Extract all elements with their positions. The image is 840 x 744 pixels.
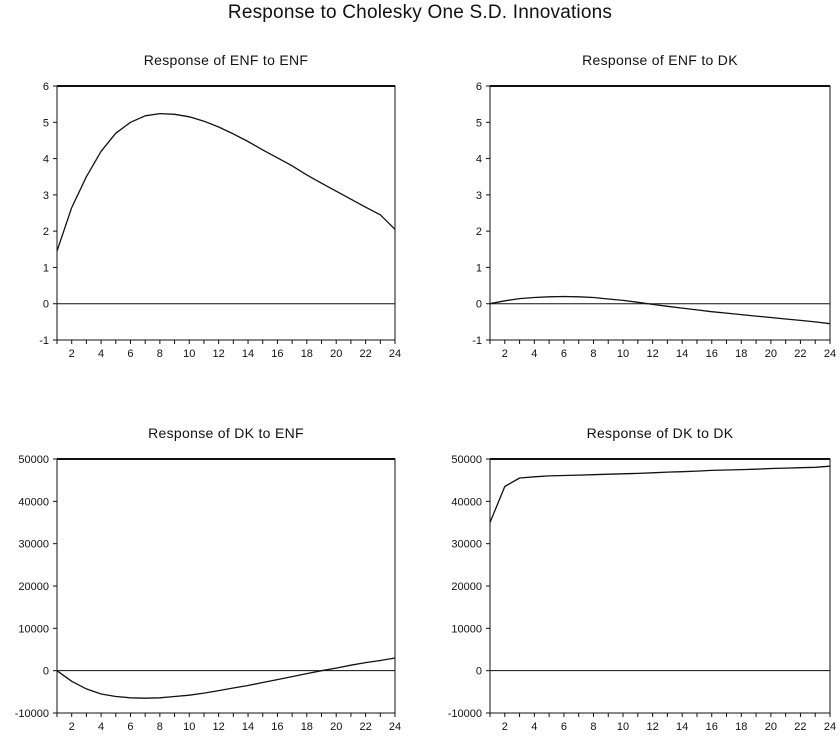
x-tick-label-enf-dk-7: 16 [706,348,718,360]
y-tick-label-enf-enf-6: 5 [43,117,49,129]
x-tick-label-enf-enf-0: 2 [69,348,75,360]
y-tick-label-enf-dk-1: 0 [476,299,482,311]
x-tick-label-enf-dk-0: 2 [502,348,508,360]
x-tick-label-enf-dk-8: 18 [735,348,747,360]
x-tick-label-dk-dk-3: 8 [590,721,596,733]
plot-frame-dk-enf [56,458,396,714]
y-tick-label-enf-dk-2: 1 [476,262,482,274]
x-tick-label-dk-enf-4: 10 [183,721,195,733]
x-tick-label-enf-dk-2: 6 [561,348,567,360]
page-title: Response to Cholesky One S.D. Innovation… [227,2,613,23]
x-tick-label-dk-dk-6: 14 [676,721,688,733]
panel-title-dk-to-dk: Response of DK to DK [586,425,734,441]
series-line-enf-dk-0 [489,295,831,325]
y-tick-label-dk-enf-2: 10000 [18,623,49,635]
x-tick-label-dk-dk-10: 22 [794,721,806,733]
x-tick-label-enf-enf-7: 16 [271,348,283,360]
x-tick-label-dk-dk-1: 4 [531,721,537,733]
series-line-dk-dk-0 [489,465,831,523]
x-tick-label-enf-dk-4: 10 [617,348,629,360]
x-tick-label-enf-dk-6: 14 [676,348,688,360]
panel-title-dk-to-enf: Response of DK to ENF [148,425,304,441]
x-tick-label-dk-enf-10: 22 [359,721,371,733]
y-tick-label-enf-dk-7: 6 [476,81,482,93]
y-tick-label-enf-dk-4: 3 [476,190,482,202]
y-tick-label-dk-dk-4: 30000 [451,539,482,551]
y-tick-label-enf-enf-2: 1 [43,262,49,274]
x-tick-label-dk-enf-3: 8 [157,721,163,733]
x-tick-label-dk-dk-2: 6 [561,721,567,733]
y-tick-label-enf-dk-3: 2 [476,226,482,238]
plot-frame-dk-dk [489,458,831,714]
x-tick-label-dk-enf-1: 4 [98,721,104,733]
x-tick-label-dk-enf-7: 16 [271,721,283,733]
x-tick-label-enf-dk-9: 20 [765,348,777,360]
x-tick-label-enf-enf-6: 14 [242,348,254,360]
y-tick-label-dk-enf-0: -10000 [15,708,49,720]
y-tick-label-dk-enf-6: 50000 [18,454,49,466]
y-tick-label-dk-dk-6: 50000 [451,454,482,466]
panel-title-enf-to-dk: Response of ENF to DK [582,52,738,68]
x-tick-label-dk-enf-8: 18 [301,721,313,733]
x-tick-label-enf-enf-10: 22 [359,348,371,360]
y-tick-label-dk-enf-5: 40000 [18,496,49,508]
x-tick-label-dk-dk-5: 12 [646,721,658,733]
x-tick-label-enf-enf-11: 24 [389,348,401,360]
y-tick-label-dk-enf-3: 20000 [18,581,49,593]
x-tick-label-dk-enf-5: 12 [213,721,225,733]
x-tick-label-dk-dk-8: 18 [735,721,747,733]
x-tick-label-dk-enf-0: 2 [69,721,75,733]
y-tick-label-enf-enf-0: -1 [39,335,49,347]
x-tick-label-enf-dk-11: 24 [824,348,836,360]
y-tick-label-dk-dk-0: -10000 [448,708,482,720]
y-tick-label-enf-enf-4: 3 [43,190,49,202]
x-tick-label-enf-enf-4: 10 [183,348,195,360]
x-tick-label-enf-enf-2: 6 [127,348,133,360]
x-tick-label-enf-dk-5: 12 [646,348,658,360]
y-tick-label-enf-enf-5: 4 [43,154,49,166]
x-tick-label-dk-dk-7: 16 [706,721,718,733]
x-tick-label-enf-enf-9: 20 [330,348,342,360]
y-tick-label-dk-dk-1: 0 [476,666,482,678]
y-tick-label-dk-enf-1: 0 [43,666,49,678]
y-tick-label-enf-dk-5: 4 [476,154,482,166]
x-tick-label-dk-dk-9: 20 [765,721,777,733]
x-tick-label-enf-dk-1: 4 [531,348,537,360]
y-tick-label-enf-enf-1: 0 [43,299,49,311]
x-tick-label-dk-dk-4: 10 [617,721,629,733]
x-tick-label-dk-dk-0: 2 [502,721,508,733]
series-line-enf-enf-0 [56,112,396,252]
x-tick-label-dk-enf-6: 14 [242,721,254,733]
y-tick-label-enf-enf-3: 2 [43,226,49,238]
x-tick-label-dk-enf-2: 6 [127,721,133,733]
y-tick-label-enf-dk-0: -1 [472,335,482,347]
x-tick-label-enf-enf-5: 12 [213,348,225,360]
y-tick-label-dk-dk-3: 20000 [451,581,482,593]
y-tick-label-enf-enf-7: 6 [43,81,49,93]
x-tick-label-dk-enf-11: 24 [389,721,401,733]
x-tick-label-enf-dk-10: 22 [794,348,806,360]
series-line-dk-enf-0 [56,657,396,699]
x-tick-label-enf-enf-8: 18 [301,348,313,360]
y-tick-label-enf-dk-6: 5 [476,117,482,129]
x-tick-label-enf-enf-3: 8 [157,348,163,360]
y-tick-label-dk-dk-2: 10000 [451,623,482,635]
y-tick-label-dk-dk-5: 40000 [451,496,482,508]
y-tick-label-dk-enf-4: 30000 [18,539,49,551]
plot-frame-enf-enf [56,85,396,341]
x-tick-label-enf-dk-3: 8 [590,348,596,360]
panel-title-enf-to-enf: Response of ENF to ENF [143,52,309,68]
x-tick-label-dk-dk-11: 24 [824,721,836,733]
x-tick-label-enf-enf-1: 4 [98,348,104,360]
plot-frame-enf-dk [489,85,831,341]
x-tick-label-dk-enf-9: 20 [330,721,342,733]
